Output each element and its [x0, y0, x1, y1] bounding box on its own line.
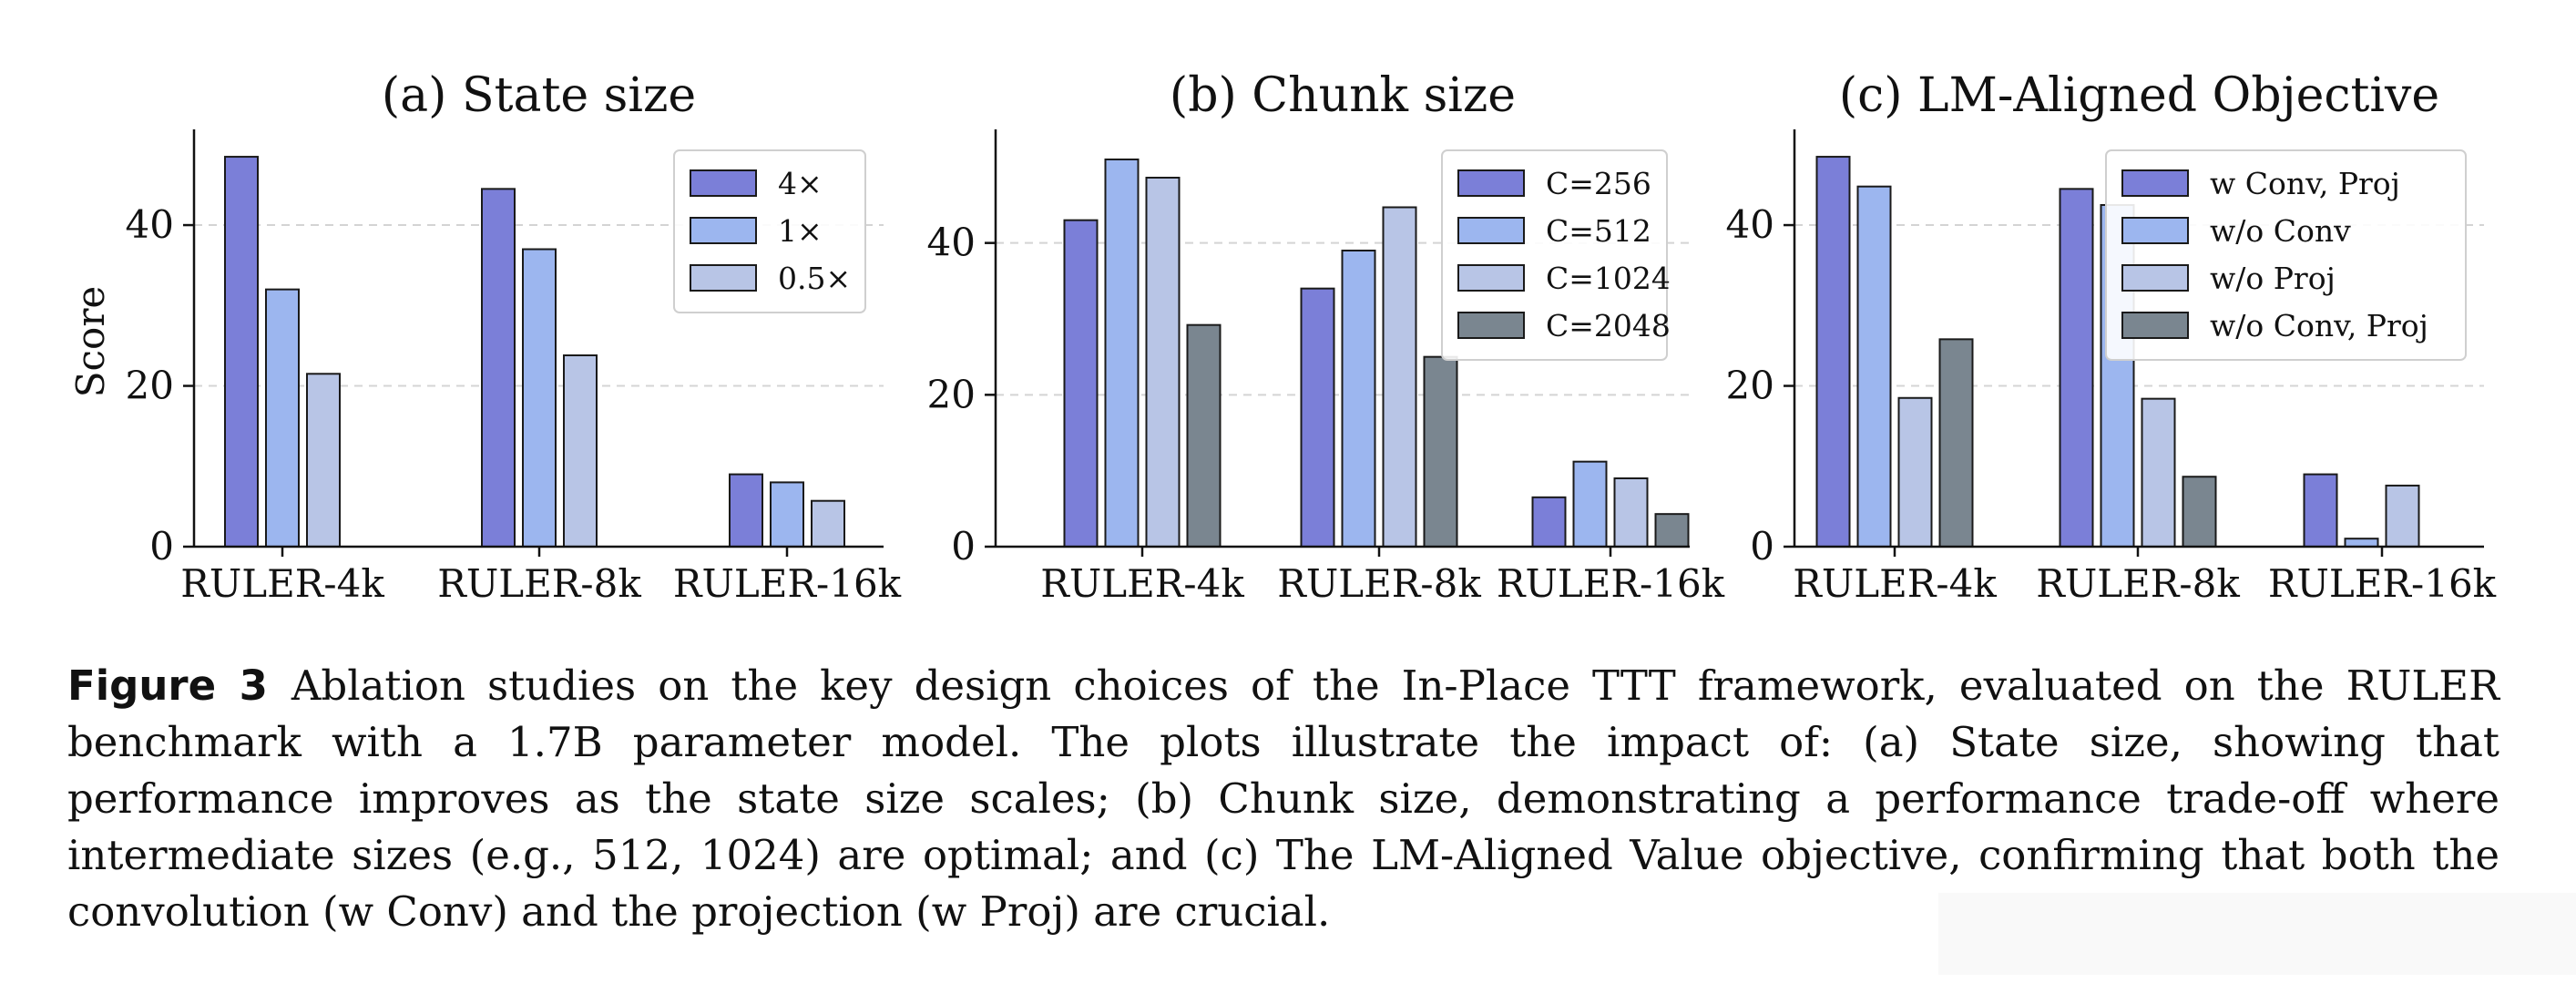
y-tick-label: 20 — [927, 372, 976, 416]
x-tick-label: RULER-16k — [673, 561, 902, 606]
chart-title: (c) LM-Aligned Objective — [1839, 68, 2439, 123]
bar — [1531, 496, 1567, 548]
x-tick-label: RULER-4k — [180, 561, 384, 606]
bar — [1897, 396, 1933, 548]
chart-title: (a) State size — [382, 68, 696, 123]
x-tick-label: RULER-8k — [437, 561, 641, 606]
y-tick-label: 40 — [927, 220, 976, 265]
legend-swatch — [2121, 217, 2189, 244]
legend-label: 0.5× — [778, 261, 851, 296]
y-tick-label: 0 — [149, 524, 174, 569]
legend-swatch — [1457, 217, 1525, 244]
bar — [306, 373, 341, 548]
legend-swatch — [2121, 264, 2189, 292]
bar — [2344, 538, 2379, 548]
legend-swatch — [1457, 312, 1525, 339]
bar — [522, 248, 557, 548]
legend-label: C=512 — [1546, 213, 1651, 249]
y-tick-label: 0 — [1750, 524, 1774, 569]
legend-label: C=1024 — [1546, 261, 1671, 296]
bar — [1572, 460, 1608, 548]
y-tick-label: 20 — [1726, 364, 1774, 408]
x-tick-label: RULER-16k — [2268, 561, 2497, 606]
bar — [1815, 156, 1851, 548]
bar — [811, 499, 845, 548]
legend-label: 4× — [778, 166, 823, 201]
bar — [729, 473, 763, 548]
x-tick-label: RULER-4k — [1793, 561, 1997, 606]
legend-swatch — [690, 169, 757, 197]
caption-label: Figure 3 — [67, 661, 268, 710]
figure-caption: Figure 3 Ablation studies on the key desi… — [67, 658, 2499, 940]
chart-panel-3: 0 20 40 RULER-4k RULER-8k RULER-16k (c) LM-Ali… — [1726, 68, 2497, 606]
legend-label: w/o Conv, Proj — [2210, 308, 2428, 343]
legend-swatch — [2121, 312, 2189, 339]
bar — [1063, 219, 1099, 548]
bar — [2141, 397, 2176, 548]
legend-label: w/o Proj — [2210, 261, 2336, 296]
x-tick-label: RULER-4k — [1040, 561, 1244, 606]
chart-panel-1: 0 20 40 RULER-4k RULER-8k RULER-16k (a) State … — [68, 68, 902, 606]
y-tick-label: 0 — [951, 524, 976, 569]
bar — [1300, 287, 1335, 548]
x-tick-label: RULER-16k — [1497, 561, 1725, 606]
legend-label: C=256 — [1546, 166, 1651, 201]
bar — [563, 354, 598, 548]
y-tick-label: 40 — [1726, 202, 1774, 247]
legend-swatch — [690, 264, 757, 292]
legend-label: 1× — [778, 213, 823, 249]
chart-panel-2: 0 20 40 RULER-4k RULER-8k RULER-16k (b) Chunk … — [927, 68, 1725, 606]
bar — [1856, 185, 1892, 548]
bar — [1186, 323, 1222, 548]
bar — [2303, 473, 2338, 548]
y-tick-label: 20 — [126, 364, 174, 408]
bar — [2385, 484, 2420, 548]
legend-box — [1441, 149, 1668, 361]
bar — [1341, 250, 1376, 548]
bar — [1145, 177, 1181, 548]
bar — [1104, 159, 1140, 548]
bar — [265, 288, 300, 548]
bar — [770, 481, 804, 548]
watermark-decoration — [1938, 893, 2576, 975]
legend-label: w Conv, Proj — [2210, 166, 2400, 201]
bar — [224, 156, 259, 548]
legend-swatch — [1457, 169, 1525, 197]
bar — [1654, 513, 1690, 548]
caption-text: Ablation studies on the key design choic… — [67, 661, 2499, 936]
y-tick-label: 40 — [126, 202, 174, 247]
chart-title: (b) Chunk size — [1170, 68, 1516, 123]
legend-swatch — [2121, 169, 2189, 197]
bar — [1423, 355, 1458, 548]
y-axis-label: Score — [68, 286, 113, 398]
bar — [2059, 188, 2094, 548]
legend-swatch — [690, 217, 757, 244]
legend-box — [2105, 149, 2467, 361]
legend-label: w/o Conv — [2210, 213, 2351, 249]
x-tick-label: RULER-8k — [2036, 561, 2240, 606]
bar — [1613, 477, 1649, 548]
bar — [1938, 338, 1974, 548]
bar — [1382, 206, 1417, 548]
bar — [2182, 476, 2217, 548]
x-tick-label: RULER-8k — [1277, 561, 1481, 606]
bar — [481, 188, 516, 548]
legend-swatch — [1457, 264, 1525, 292]
charts-area: 0 20 40 RULER-4k RULER-8k RULER-16k (a) State … — [68, 68, 2497, 606]
legend-label: C=2048 — [1546, 308, 1671, 343]
